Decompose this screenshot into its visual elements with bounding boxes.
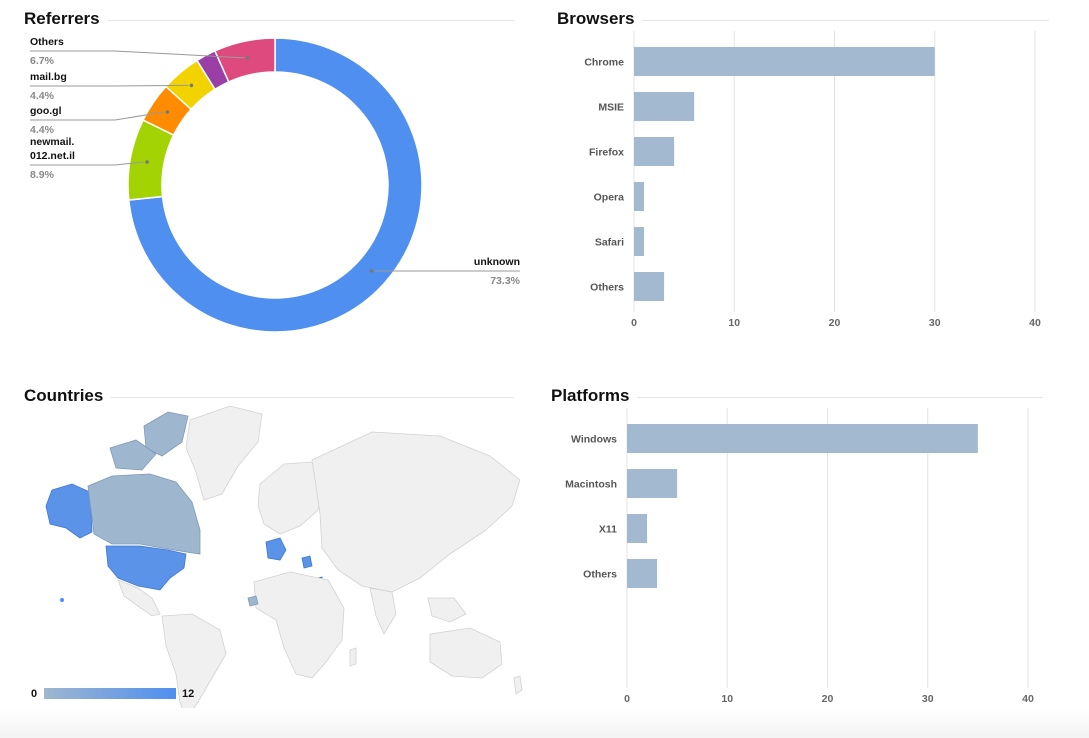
map-region-africa — [253, 571, 345, 679]
platforms-bar[interactable] — [627, 514, 648, 543]
map-region-india — [369, 587, 397, 635]
browsers-bar[interactable] — [634, 272, 665, 301]
referrers-donut-chart: Others6.7%mail.bg4.4%goo.gl4.4%newmail.0… — [30, 36, 521, 333]
browsers-category-label: MSIE — [598, 102, 624, 114]
referrer-label-name: newmail. — [30, 136, 74, 148]
countries-legend-min: 0 — [31, 688, 37, 700]
referrer-label-name: mail.bg — [30, 71, 67, 83]
referrer-label-name: goo.gl — [30, 105, 62, 117]
referrer-leader-line — [30, 50, 245, 59]
browsers-bar[interactable] — [634, 227, 645, 256]
browsers-category-label: Chrome — [584, 57, 624, 69]
bottom-fade — [0, 708, 1089, 738]
platforms-category-label: Others — [583, 569, 617, 581]
browsers-title: Browsers — [557, 9, 643, 29]
browsers-bar-chart: 0 10 20 30 40 Chrome MSIE Firefox Opera Safari Oth… — [584, 31, 1041, 329]
browsers-tick-label: 20 — [829, 317, 841, 329]
map-region-canada — [87, 473, 201, 555]
referrer-leader-dot — [165, 110, 170, 114]
referrer-label-value: 73.3% — [490, 275, 520, 287]
map-region-hawaii — [60, 598, 64, 602]
referrer-label-group: Others 6.7% — [30, 36, 250, 67]
platforms-tick-label: 0 — [624, 693, 630, 705]
browsers-bar[interactable] — [634, 47, 935, 76]
platforms-title: Platforms — [551, 386, 638, 406]
referrer-leader-dot — [189, 83, 194, 88]
donut-slice-others[interactable] — [213, 37, 276, 83]
platforms-tick-label: 20 — [822, 693, 834, 705]
map-region-canada-islands-2 — [109, 439, 157, 471]
platforms-title-rule — [551, 397, 1043, 398]
browsers-category-label: Opera — [594, 192, 625, 204]
map-region-asia — [311, 431, 521, 593]
platforms-category-label: Windows — [571, 434, 617, 446]
map-region-france — [265, 537, 287, 561]
browsers-bar[interactable] — [634, 92, 695, 121]
map-region-new-zealand — [513, 675, 523, 695]
platforms-category-label: X11 — [599, 524, 617, 536]
referrer-label-name: Others — [30, 36, 64, 48]
platforms-bar[interactable] — [627, 559, 658, 588]
countries-title: Countries — [24, 386, 112, 406]
donut-slice-unknown[interactable] — [127, 37, 423, 333]
referrer-label-group: goo.gl 4.4% — [30, 105, 170, 136]
map-region-usa — [105, 545, 187, 591]
map-region-europe — [257, 461, 323, 535]
browsers-category-label: Firefox — [589, 147, 624, 159]
referrer-label-group: newmail. 012.net.il 8.9% — [30, 136, 149, 181]
referrer-label-value: 4.4% — [30, 90, 55, 102]
map-region-alaska — [45, 483, 93, 539]
countries-legend-max: 12 — [182, 688, 194, 700]
platforms-bar[interactable] — [627, 424, 978, 453]
referrer-label-group: unknown 73.3% — [369, 256, 521, 287]
referrer-label-name: 012.net.il — [30, 150, 75, 162]
referrer-leader-line — [30, 84, 189, 87]
browsers-tick-label: 40 — [1029, 317, 1041, 329]
referrer-leader-dot — [145, 160, 149, 164]
referrer-leader-line — [30, 161, 145, 166]
map-region-australia — [429, 627, 503, 679]
referrers-title: Referrers — [24, 9, 108, 29]
referrer-leader-dot — [369, 269, 374, 273]
map-region-mexico — [117, 579, 161, 617]
map-region-balkans — [301, 555, 313, 569]
platforms-tick-label: 30 — [922, 693, 934, 705]
platforms-category-label: Macintosh — [565, 479, 617, 491]
countries-legend-gradient — [44, 688, 176, 699]
map-region-se-asia — [427, 597, 467, 623]
browsers-title-rule — [557, 20, 1049, 21]
referrer-leader-line — [30, 111, 165, 121]
platforms-tick-label: 40 — [1022, 693, 1034, 705]
map-region-west-africa — [247, 595, 259, 607]
map-region-south-america — [161, 613, 227, 721]
map-region-greenland — [185, 405, 263, 501]
referrer-leader-dot — [246, 56, 250, 60]
browsers-category-label: Safari — [595, 237, 624, 249]
platforms-tick-label: 10 — [721, 693, 733, 705]
referrers-title-rule — [24, 20, 514, 21]
referrer-label-group: mail.bg 4.4% — [30, 71, 194, 102]
map-region-madagascar — [349, 647, 357, 667]
browsers-bar[interactable] — [634, 137, 675, 166]
browsers-tick-label: 30 — [929, 317, 941, 329]
platforms-bar[interactable] — [627, 469, 678, 498]
referrer-label-value: 6.7% — [30, 55, 55, 67]
browsers-bar[interactable] — [634, 182, 645, 211]
browsers-tick-label: 0 — [631, 317, 637, 329]
referrer-label-value: 4.4% — [30, 124, 55, 136]
referrer-label-name: unknown — [474, 256, 520, 268]
countries-world-map: 0 12 — [0, 402, 540, 727]
referrer-label-value: 8.9% — [30, 169, 55, 181]
countries-title-rule — [24, 397, 514, 398]
browsers-tick-label: 10 — [728, 317, 740, 329]
browsers-category-label: Others — [590, 282, 624, 294]
